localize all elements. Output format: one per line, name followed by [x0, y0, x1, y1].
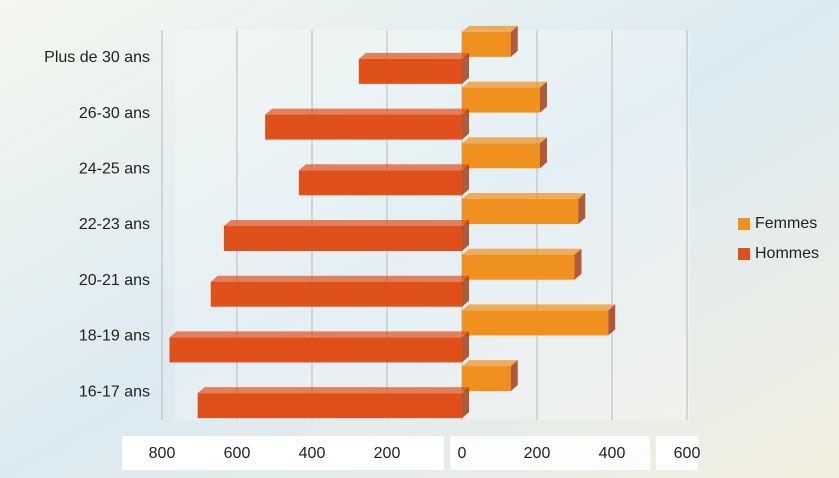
x-tick-label: 200	[374, 445, 401, 462]
bar-side	[462, 108, 469, 140]
bar	[462, 87, 540, 113]
bar-side	[540, 81, 547, 113]
bar-side	[608, 304, 616, 336]
bar-depth	[265, 108, 469, 115]
bar-depth	[462, 137, 547, 144]
bar	[462, 254, 575, 280]
legend-label: Femmes	[755, 215, 817, 232]
bar	[265, 114, 462, 140]
bar-side	[578, 193, 586, 224]
bar-depth	[210, 275, 469, 282]
bar-depth	[298, 164, 469, 171]
tick-label-strip	[450, 436, 650, 470]
bar-side	[540, 137, 547, 169]
bar-side	[462, 164, 469, 196]
bar	[358, 58, 462, 84]
y-tick-label: 20-21 ans	[79, 272, 150, 289]
legend-swatch	[738, 248, 750, 260]
bar	[298, 170, 462, 196]
bar	[223, 226, 462, 251]
x-tick-label: 600	[674, 445, 701, 462]
y-tick-label: 26-30 ans	[79, 105, 150, 122]
bar-depth	[462, 193, 586, 199]
bar-side	[462, 52, 469, 84]
y-tick-label: 24-25 ans	[79, 161, 150, 178]
y-tick-label: 18-19 ans	[79, 328, 150, 345]
x-tick-label: 0	[458, 445, 467, 462]
bar	[462, 199, 579, 224]
bar	[210, 281, 462, 307]
bar-side	[510, 360, 518, 392]
x-tick-label: 800	[149, 445, 176, 462]
tick-label-strip	[122, 436, 444, 470]
bar-side	[462, 220, 469, 251]
bar-side	[462, 387, 469, 419]
bar-depth	[197, 387, 469, 394]
bar-depth	[169, 331, 469, 338]
y-tick-label: Plus de 30 ans	[44, 49, 150, 66]
legend-label: Hommes	[755, 245, 819, 262]
bar-depth	[462, 81, 547, 88]
bar-depth	[358, 52, 469, 59]
x-tick-label: 600	[224, 445, 251, 462]
bar-depth	[223, 220, 469, 226]
x-tick-label: 400	[599, 445, 626, 462]
x-tick-label: 400	[299, 445, 326, 462]
y-tick-label: 16-17 ans	[79, 383, 150, 400]
bar	[197, 393, 462, 419]
bar-depth	[462, 25, 518, 32]
bar	[462, 143, 540, 169]
y-tick-label: 22-23 ans	[79, 216, 150, 233]
bar-depth	[462, 360, 518, 367]
bar-side	[510, 25, 518, 57]
bar	[169, 337, 462, 363]
tick-label-strip	[656, 436, 698, 470]
bar-depth	[462, 304, 616, 311]
legend-swatch	[738, 218, 750, 230]
x-tick-label: 200	[524, 445, 551, 462]
bar	[462, 31, 511, 57]
bar-side	[574, 248, 582, 280]
bar-side	[462, 331, 469, 363]
bar-side	[462, 275, 469, 307]
bar	[462, 366, 511, 392]
bar	[462, 310, 609, 336]
bar-depth	[462, 248, 582, 255]
